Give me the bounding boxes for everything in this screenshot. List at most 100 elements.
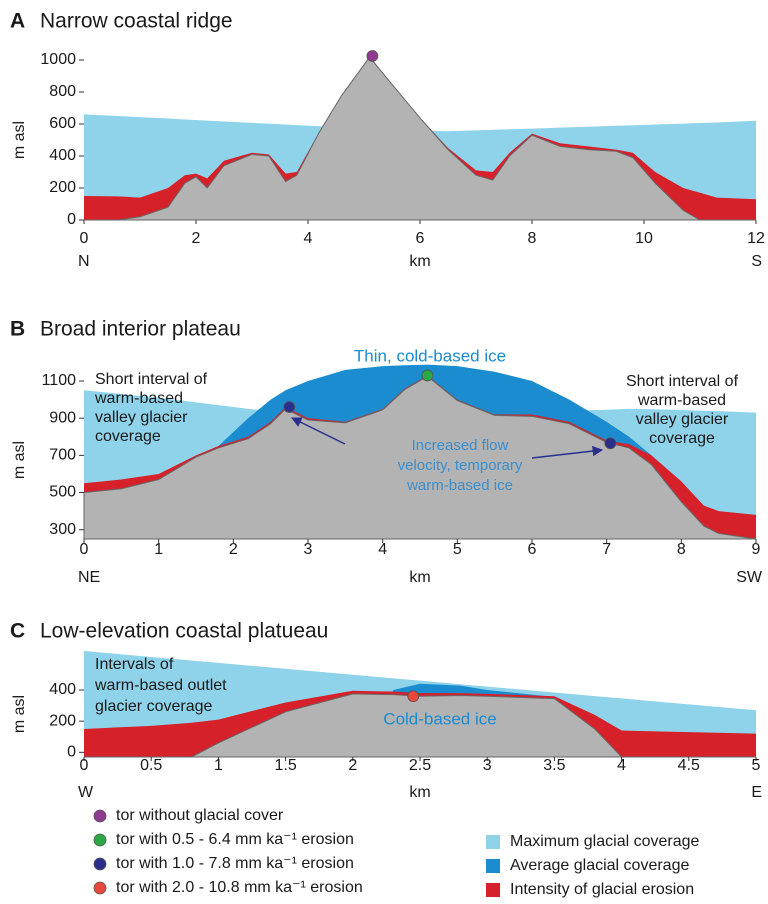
legend-swatch — [486, 859, 500, 873]
annotation: Short interval of — [626, 373, 739, 390]
x-tick-label: 2 — [192, 230, 201, 247]
x-tick-label: 4 — [617, 757, 626, 774]
tor-point — [407, 690, 420, 703]
x-axis-label: km — [409, 253, 430, 270]
x-tick-label: 8 — [528, 230, 537, 247]
y-axis-label: m asl — [11, 441, 28, 479]
x-tick-label: 4 — [304, 230, 313, 247]
terrain — [84, 693, 756, 758]
x-start-label: N — [78, 253, 90, 270]
annotation: Short interval of — [95, 371, 208, 388]
y-tick-label: 0 — [67, 211, 76, 228]
y-tick-label: 200 — [49, 712, 76, 729]
y-tick-label: 300 — [49, 521, 76, 538]
panel — [83, 364, 757, 540]
terrain — [84, 56, 756, 221]
tor-point — [421, 369, 434, 382]
x-tick-label: 5 — [453, 541, 462, 558]
terrain — [83, 375, 757, 540]
x-tick-label: 1 — [214, 757, 223, 774]
y-tick-label: 0 — [67, 744, 76, 761]
legend-label: tor with 0.5 - 6.4 mm ka⁻¹ erosion — [116, 831, 354, 848]
legend-marker — [93, 881, 107, 895]
x-tick-label: 12 — [747, 230, 765, 247]
x-end-label: S — [751, 253, 762, 270]
legend-label: Average glacial coverage — [510, 857, 689, 874]
y-tick-label: 1000 — [40, 51, 76, 68]
legend-label: Intensity of glacial erosion — [510, 881, 694, 898]
annotation: Thin, cold-based ice — [354, 346, 506, 365]
x-axis-label: km — [409, 784, 430, 801]
panel-title: Low-elevation coastal platueau — [40, 620, 328, 643]
legend-label: Maximum glacial coverage — [510, 833, 700, 850]
x-tick-label: 5 — [752, 757, 761, 774]
tor-point — [366, 50, 379, 62]
annotation: Cold-based ice — [383, 709, 496, 728]
annotation: velocity, temporary — [398, 457, 523, 474]
x-end-label: E — [751, 784, 762, 801]
x-tick-label: 10 — [635, 230, 653, 247]
legend-swatch — [486, 835, 500, 849]
panel-label: C — [10, 620, 25, 643]
x-tick-label: 6 — [528, 541, 537, 558]
x-axis-label: km — [409, 569, 430, 586]
panel-label: A — [10, 10, 25, 33]
y-tick-label: 400 — [49, 147, 76, 164]
annotation: glacier coverage — [95, 698, 213, 715]
y-tick-label: 1100 — [42, 372, 77, 389]
x-tick-label: 4 — [378, 541, 387, 558]
legend-label: tor with 1.0 - 7.8 mm ka⁻¹ erosion — [116, 855, 354, 872]
x-tick-label: 6 — [416, 230, 425, 247]
x-tick-label: 0 — [80, 757, 89, 774]
panel — [84, 50, 756, 221]
x-tick-label: 0 — [80, 230, 89, 247]
legend-marker — [93, 857, 107, 871]
y-tick-label: 500 — [49, 484, 76, 501]
annotation: warm-based ice — [406, 477, 513, 494]
y-tick-label: 600 — [49, 115, 76, 132]
arrow — [531, 445, 604, 459]
y-tick-label: 800 — [49, 83, 76, 100]
legend-marker — [93, 809, 107, 823]
annotation: valley glacier — [636, 411, 729, 428]
tor-point — [283, 401, 296, 413]
tor-point — [604, 437, 617, 450]
x-start-label: W — [78, 784, 94, 801]
y-tick-label: 700 — [49, 447, 76, 464]
y-tick-label: 900 — [49, 409, 76, 426]
legend-swatch — [486, 883, 500, 897]
x-tick-label: 2 — [229, 541, 238, 558]
x-end-label: SW — [736, 569, 763, 586]
annotation: coverage — [95, 428, 161, 445]
annotation: warm-based outlet — [94, 677, 227, 694]
annotation: Intervals of — [95, 656, 174, 673]
panel-title: Broad interior plateau — [40, 318, 241, 341]
legend-marker — [93, 833, 107, 847]
y-axis-label: m asl — [11, 695, 28, 733]
x-start-label: NE — [78, 569, 100, 586]
y-axis-label: m asl — [11, 121, 28, 159]
x-tick-label: 3.5 — [543, 757, 565, 774]
annotation: warm-based — [94, 390, 183, 407]
x-tick-label: 3 — [304, 541, 313, 558]
panel — [84, 651, 756, 758]
annotation: warm-based — [637, 392, 726, 409]
annotation: valley glacier — [95, 409, 188, 426]
legend-label: tor without glacial cover — [116, 807, 284, 824]
x-tick-label: 7 — [602, 541, 611, 558]
x-tick-label: 2.5 — [409, 757, 431, 774]
x-tick-label: 9 — [752, 541, 761, 558]
x-tick-label: 2 — [348, 757, 357, 774]
annotation: Increased flow — [412, 437, 509, 454]
panel-title: Narrow coastal ridge — [40, 10, 233, 33]
x-tick-label: 3 — [483, 757, 492, 774]
x-tick-label: 0.5 — [140, 757, 162, 774]
y-tick-label: 200 — [49, 179, 76, 196]
x-tick-label: 8 — [677, 541, 686, 558]
legend-label: tor with 2.0 - 10.8 mm ka⁻¹ erosion — [116, 879, 363, 896]
x-tick-label: 4.5 — [678, 757, 700, 774]
panel-label: B — [10, 318, 25, 341]
arrow — [291, 417, 346, 445]
